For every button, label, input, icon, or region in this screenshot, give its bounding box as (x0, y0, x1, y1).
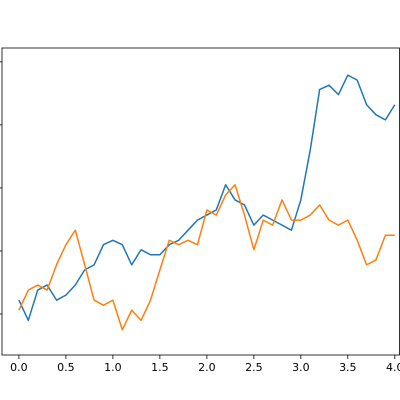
x-tick-label: 3.5 (339, 361, 357, 374)
series-line (18, 74, 396, 322)
series-line (18, 184, 395, 331)
x-tick-label: 0.0 (10, 361, 28, 374)
x-tick-label: 2.0 (198, 361, 216, 374)
x-tick-label: 3.0 (292, 361, 310, 374)
axes-frame (1, 47, 400, 356)
x-tick-label: 4.0 (386, 361, 400, 374)
x-tick-label: 1.0 (104, 361, 122, 374)
x-tick-label: 0.5 (57, 361, 75, 374)
x-tick-label: 1.5 (151, 361, 169, 374)
x-tick-label: 2.5 (245, 361, 263, 374)
